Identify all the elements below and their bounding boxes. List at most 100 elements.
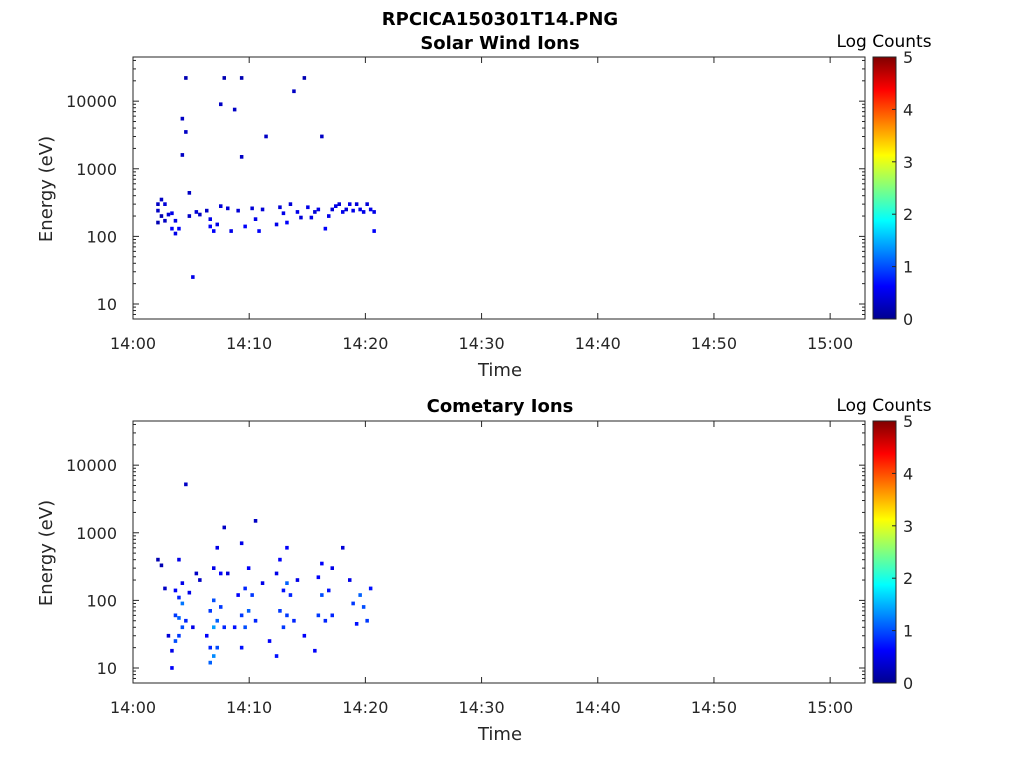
heatmap-cell — [372, 229, 376, 233]
heatmap-cell — [170, 226, 174, 231]
y-axis-label: Energy (eV) — [36, 136, 57, 242]
heatmap-cell — [281, 211, 286, 216]
heatmap-cell — [334, 204, 338, 208]
heatmap-cell — [215, 545, 219, 550]
heatmap-cell — [327, 214, 331, 218]
heatmap-cell — [260, 207, 265, 212]
heatmap-cell — [177, 633, 181, 638]
colorbar-tick-label: 1 — [903, 622, 913, 641]
heatmap-cell — [205, 208, 209, 213]
heatmap-cell — [180, 625, 185, 630]
heatmap-cell — [330, 566, 334, 570]
colorbar-tick-label: 3 — [903, 153, 913, 172]
heatmap-cell — [341, 545, 345, 550]
heatmap-cell — [348, 202, 352, 206]
heatmap-cell — [219, 605, 223, 609]
heatmap-cell — [309, 215, 314, 220]
heatmap-cell — [327, 588, 331, 593]
heatmap-cell — [226, 206, 230, 211]
heatmap-cell — [295, 210, 300, 214]
colorbar-gradient — [872, 56, 897, 320]
heatmap-cell — [208, 645, 212, 650]
heatmap-cell — [194, 571, 199, 576]
heatmap-cell — [288, 593, 293, 597]
heatmap-cell — [222, 76, 226, 80]
heatmap-cell — [253, 519, 258, 523]
heatmap-cell — [348, 578, 352, 582]
heatmap-cell — [267, 639, 272, 643]
heatmap-cell — [198, 578, 202, 582]
heatmap-cell — [208, 660, 212, 665]
heatmap-cell — [365, 202, 369, 206]
heatmap-cell — [215, 645, 219, 650]
heatmap-cell — [239, 76, 244, 80]
heatmap-cell — [166, 212, 171, 217]
plot-frame — [132, 420, 866, 684]
heatmap-cell — [358, 593, 362, 597]
heatmap-cell — [219, 102, 223, 107]
heatmap-cell — [323, 618, 328, 623]
colorbar-tick-label: 3 — [903, 517, 913, 536]
heatmap-cell — [320, 134, 324, 139]
heatmap-cell — [316, 575, 321, 580]
colorbar-tick-label: 5 — [903, 412, 913, 431]
heatmap-cell — [187, 590, 192, 595]
heatmap-cell — [285, 545, 289, 550]
heatmap-cell — [187, 214, 192, 218]
y-tick-label: 10000 — [66, 456, 117, 475]
heatmap-cell — [173, 613, 178, 618]
heatmap-cell — [222, 625, 226, 630]
y-tick-label: 10 — [97, 659, 117, 678]
heatmap-cell — [316, 207, 321, 212]
heatmap-cell — [232, 625, 237, 630]
heatmap-cell — [191, 275, 195, 279]
heatmap-cell — [316, 613, 321, 618]
heatmap-cell — [205, 633, 209, 638]
colorbar-tick-label: 0 — [903, 310, 913, 329]
heatmap-cell — [236, 593, 240, 597]
heatmap-cell — [372, 210, 376, 214]
heatmap-cell — [302, 633, 307, 638]
heatmap-cell — [184, 76, 188, 80]
heatmap-cell — [337, 202, 341, 206]
axes: 14:00 14:10 14:20 14:30 14:40 14:50 15:00 10 100… — [66, 56, 866, 353]
x-tick-label: 14:50 — [691, 334, 737, 353]
heatmap-cell — [368, 207, 373, 212]
panel-title: Solar Wind Ions — [420, 33, 579, 54]
heatmap-cell — [212, 229, 216, 233]
plot-frame — [132, 56, 866, 320]
colorbar: 0 1 2 3 4 5 — [872, 412, 913, 693]
heatmap-cell — [274, 571, 279, 576]
heatmap-cell — [222, 525, 226, 530]
figure-title: RPCICA150301T14.PNG — [382, 9, 618, 30]
y-tick-label: 100 — [86, 227, 117, 246]
heatmap-cells — [156, 76, 376, 279]
heatmap-cell — [302, 76, 307, 80]
heatmap-cell — [156, 202, 160, 206]
heatmap-cell — [299, 215, 303, 220]
heatmap-cell — [215, 618, 219, 623]
heatmap-cell — [236, 208, 240, 213]
heatmap-cell — [184, 482, 188, 487]
heatmap-cell — [260, 581, 265, 585]
heatmap-cell — [295, 578, 300, 582]
heatmap-cell — [173, 588, 178, 593]
x-tick-label: 14:10 — [226, 334, 272, 353]
heatmap-cell — [173, 218, 178, 223]
x-tick-label: 14:20 — [342, 698, 388, 717]
heatmap-cell — [292, 618, 296, 623]
y-tick-label: 10000 — [66, 92, 117, 111]
heatmap-cell — [239, 645, 244, 650]
heatmap-cell — [358, 207, 362, 212]
heatmap-cell — [306, 205, 310, 210]
x-tick-label: 14:30 — [459, 334, 505, 353]
heatmap-cell — [187, 191, 192, 195]
colorbar: 0 1 2 3 4 5 — [872, 48, 913, 329]
heatmap-cell — [170, 211, 174, 216]
colorbar-tick-label: 5 — [903, 48, 913, 67]
colorbar-tick-label: 1 — [903, 258, 913, 277]
heatmap-cell — [354, 202, 359, 206]
heatmap-cell — [354, 622, 359, 626]
heatmap-cell — [313, 210, 317, 214]
